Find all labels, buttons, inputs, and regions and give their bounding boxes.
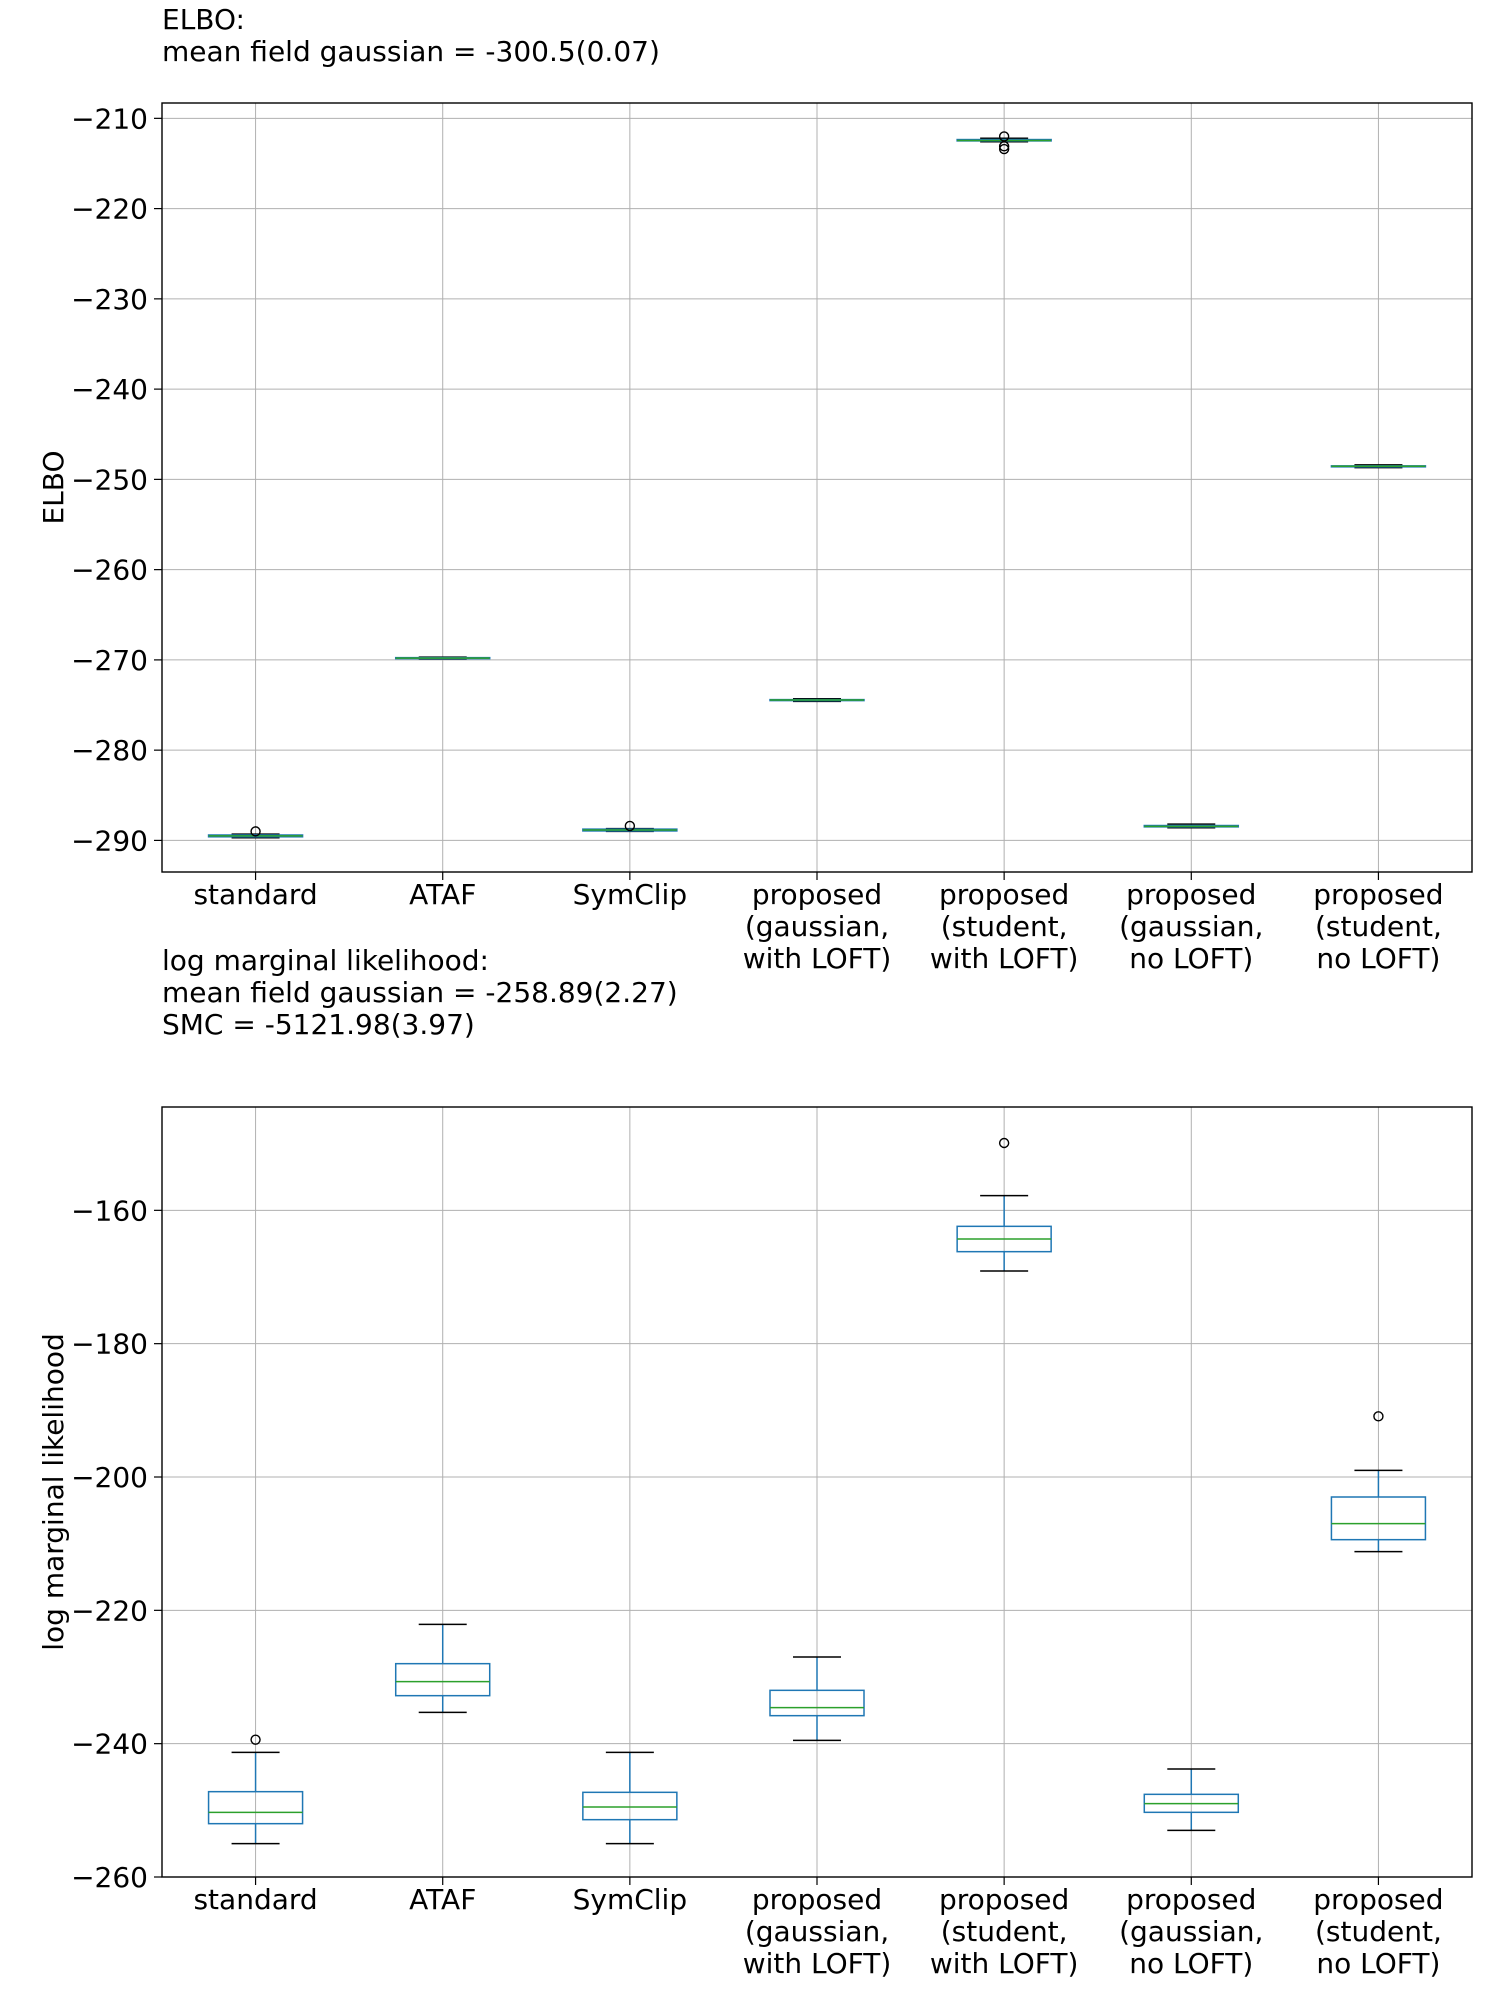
box-body [582, 1791, 678, 1821]
box-plot-2 [582, 820, 678, 833]
y-tick-label: −160 [71, 1194, 148, 1227]
x-tick-label-line: standard [193, 1883, 317, 1916]
box-plot-0 [207, 826, 304, 839]
x-tick-label-line: proposed [939, 878, 1069, 911]
chart-title-line: mean field gaussian = -300.5(0.07) [162, 35, 660, 68]
outlier-point [998, 131, 1010, 142]
x-tick-label: proposed (gaussian, with LOFT) [743, 1883, 892, 1980]
chart-title-line: SMC = -5121.98(3.97) [162, 1008, 475, 1041]
x-tick-label-line: (gaussian, [1119, 1915, 1263, 1948]
x-tick-label-line: ATAF [409, 878, 476, 911]
box-body [769, 1689, 865, 1717]
outlier-point [250, 826, 261, 837]
y-tick-label: −210 [71, 102, 148, 135]
box-plot-1 [394, 1623, 491, 1714]
box-plot-3 [769, 697, 865, 703]
x-tick-label: proposed (student, no LOFT) [1313, 1883, 1443, 1980]
box-plot-0 [207, 1734, 304, 1845]
y-tick-label: −240 [71, 1728, 148, 1761]
box-body [1330, 1496, 1427, 1541]
x-tick-label-line: with LOFT) [930, 1947, 1079, 1980]
x-tick-label-line: with LOFT) [930, 942, 1079, 975]
x-tick-label-line: no LOFT) [1316, 942, 1440, 975]
chart-title-line: mean field gaussian = -258.89(2.27) [162, 976, 678, 1009]
y-tick-label: −260 [71, 554, 148, 587]
x-tick-label: proposed (student, with LOFT) [930, 1883, 1079, 1980]
plot-frame [161, 1106, 1473, 1878]
y-tick-label: −260 [71, 1861, 148, 1894]
y-tick-label: −280 [71, 734, 148, 767]
x-tick-label: ATAF [409, 1883, 476, 1916]
x-tick-label-line: (student, [941, 910, 1068, 943]
x-tick-label: SymClip [573, 1883, 688, 1916]
x-tick-label-line: proposed [1126, 878, 1256, 911]
y-tick-label: −230 [71, 283, 148, 316]
outlier-point [998, 143, 1010, 155]
y-tick-label: −270 [71, 644, 148, 677]
box-plot-3 [769, 1656, 865, 1742]
x-tick-label-line: (gaussian, [745, 910, 889, 943]
x-tick-label-line: proposed [1126, 1883, 1256, 1916]
y-tick-label: −250 [71, 463, 148, 496]
box-plot-5 [1143, 823, 1240, 829]
outlier-point [624, 820, 636, 832]
x-tick-label-line: no LOFT) [1316, 1947, 1440, 1980]
y-axis-label: ELBO [37, 450, 70, 524]
log-marginal-likelihood-panel: log marginal likelihood:mean field gauss… [37, 944, 1473, 1980]
x-tick-label-line: no LOFT) [1129, 942, 1253, 975]
x-tick-label: standard [193, 878, 317, 911]
chart-title-line: log marginal likelihood: [162, 944, 489, 977]
x-tick-label-line: SymClip [573, 878, 688, 911]
outlier-point [1373, 1411, 1384, 1422]
outlier-point [250, 1734, 261, 1745]
box-body [394, 1662, 491, 1697]
x-tick-label-line: (gaussian, [1119, 910, 1263, 943]
box-plot-6 [1330, 1411, 1427, 1553]
box-plot-6 [1330, 464, 1427, 469]
outlier-point [998, 141, 1010, 152]
box-body [207, 1790, 304, 1825]
x-tick-label-line: proposed [1313, 878, 1443, 911]
x-tick-label-line: proposed [752, 878, 882, 911]
x-tick-label: proposed (student, with LOFT) [930, 878, 1079, 975]
box-plot-2 [582, 1751, 678, 1845]
x-tick-label-line: (student, [941, 1915, 1068, 1948]
outlier-point [998, 1137, 1010, 1149]
chart-title-line: ELBO: [162, 3, 245, 36]
box-plot-5 [1143, 1768, 1240, 1832]
y-tick-label: −220 [71, 193, 148, 226]
elbo-panel: ELBO:mean field gaussian = -300.5(0.07) −… [37, 3, 1473, 975]
x-tick-label-line: with LOFT) [743, 942, 892, 975]
x-tick-label: proposed (student, no LOFT) [1313, 878, 1443, 975]
y-tick-label: −220 [71, 1594, 148, 1627]
x-tick-label: proposed (gaussian, no LOFT) [1119, 1883, 1263, 1980]
x-tick-label-line: proposed [752, 1883, 882, 1916]
box-plot-4 [956, 1137, 1052, 1272]
x-tick-label: proposed (gaussian, no LOFT) [1119, 878, 1263, 975]
x-tick-label-line: standard [193, 878, 317, 911]
x-tick-label-line: (student, [1315, 1915, 1442, 1948]
y-axis-label: log marginal likelihood [37, 1333, 70, 1651]
y-tick-label: −290 [71, 824, 148, 857]
x-tick-label-line: (student, [1315, 910, 1442, 943]
x-tick-label: proposed (gaussian, with LOFT) [743, 878, 892, 975]
x-tick-label-line: ATAF [409, 1883, 476, 1916]
x-tick-label: ATAF [409, 878, 476, 911]
x-tick-label-line: proposed [1313, 1883, 1443, 1916]
x-tick-label-line: no LOFT) [1129, 1947, 1253, 1980]
x-tick-label-line: (gaussian, [745, 1915, 889, 1948]
plot-frame [161, 102, 1473, 873]
box-plot-1 [394, 656, 491, 660]
y-tick-label: −240 [71, 373, 148, 406]
box-plot-4 [956, 131, 1052, 155]
y-tick-label: −200 [71, 1461, 148, 1494]
x-tick-label-line: SymClip [573, 1883, 688, 1916]
x-tick-label-line: with LOFT) [743, 1947, 892, 1980]
y-tick-label: −180 [71, 1328, 148, 1361]
x-tick-label: standard [193, 1883, 317, 1916]
x-tick-label-line: proposed [939, 1883, 1069, 1916]
x-tick-label: SymClip [573, 878, 688, 911]
